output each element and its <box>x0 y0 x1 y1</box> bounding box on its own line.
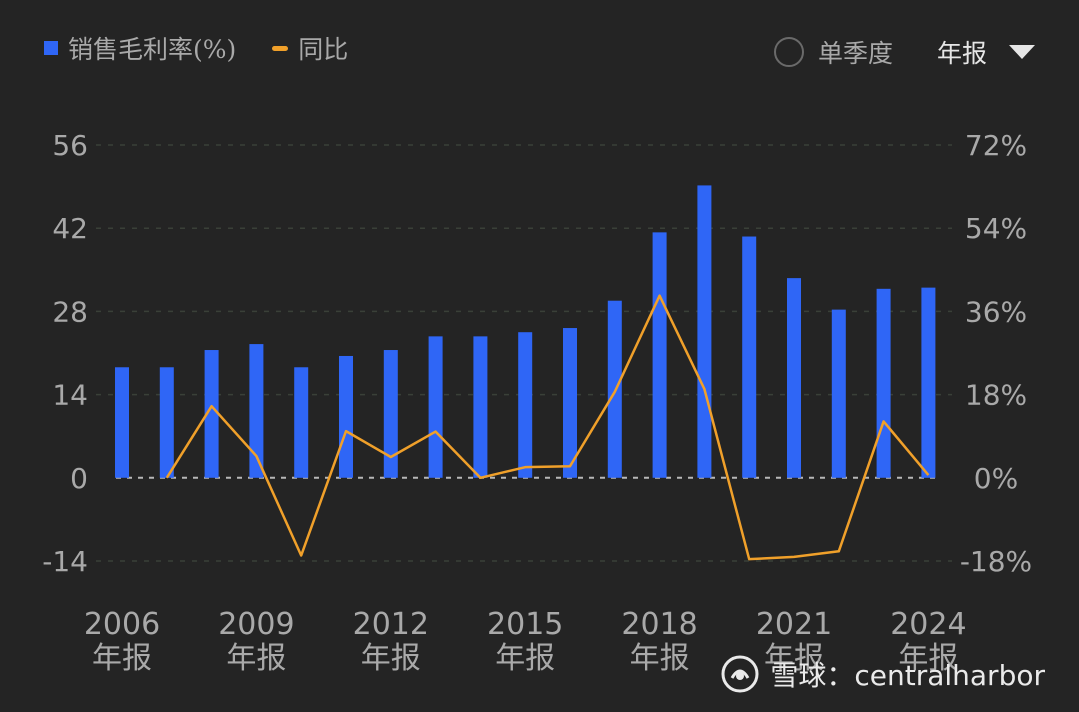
y-tick-label: 42 <box>52 212 88 245</box>
bar <box>473 336 488 478</box>
bar <box>921 287 936 478</box>
x-tick-period: 年报 <box>630 641 690 676</box>
bar <box>831 309 846 478</box>
y2-tick-label: -18% <box>960 545 1032 578</box>
bar <box>652 232 667 478</box>
bar-swatch-icon <box>44 41 58 55</box>
bar <box>383 350 398 478</box>
bar <box>115 367 129 478</box>
bar <box>563 328 577 478</box>
legend-label-yoy: 同比 <box>298 35 349 64</box>
x-tick-period: 年报 <box>92 641 152 676</box>
radio-circle-icon[interactable] <box>773 37 804 67</box>
watermark: 雪球：centralharbor <box>720 654 1045 694</box>
quarter-toggle-label[interactable]: 单季度 <box>817 39 893 68</box>
y-tick-label: -14 <box>42 545 88 578</box>
x-tick-year: 2018 <box>621 607 697 642</box>
chart-legend: 销售毛利率(%) 同比 <box>44 28 372 68</box>
x-tick-year: 2021 <box>756 607 832 642</box>
bar <box>249 344 264 478</box>
bar <box>697 185 712 478</box>
period-dropdown[interactable]: 年报 <box>937 34 1035 70</box>
x-tick-year: 2012 <box>353 607 429 642</box>
x-tick-period: 年报 <box>495 641 555 676</box>
y2-tick-label: 36% <box>965 295 1027 328</box>
bar <box>518 332 533 478</box>
x-tick-period: 年报 <box>764 641 824 676</box>
y-tick-label: 0 <box>70 462 88 495</box>
y-tick-label: 28 <box>52 295 88 328</box>
bar <box>204 350 219 478</box>
legend-item-yoy[interactable]: 同比 <box>272 30 348 66</box>
period-dropdown-label: 年报 <box>936 39 987 68</box>
y-tick-label: 56 <box>52 129 88 162</box>
y2-tick-label: 0% <box>974 462 1018 495</box>
bar <box>159 367 174 478</box>
bar <box>339 355 353 478</box>
bar <box>428 336 443 478</box>
snowball-logo-icon <box>721 655 759 693</box>
y-tick-label: 14 <box>52 379 88 412</box>
y2-tick-label: 72% <box>965 129 1027 162</box>
x-tick-year: 2024 <box>890 607 966 642</box>
caret-down-icon <box>1009 45 1035 59</box>
bar <box>787 278 801 478</box>
x-tick-period: 年报 <box>898 641 958 676</box>
watermark-text: 雪球：centralharbor <box>770 659 1045 692</box>
chart-controls: 单季度 年报 <box>773 28 1035 76</box>
x-tick-year: 2015 <box>487 607 563 642</box>
bar <box>876 288 891 478</box>
bar <box>742 236 757 478</box>
legend-label-gross-margin: 销售毛利率(%) <box>68 35 237 64</box>
y2-tick-label: 54% <box>965 212 1027 245</box>
bar <box>294 367 309 478</box>
y2-tick-label: 18% <box>965 379 1027 412</box>
yoy-line <box>165 294 930 561</box>
legend-item-gross-margin[interactable]: 销售毛利率(%) <box>44 30 236 66</box>
line-swatch-icon <box>272 45 289 51</box>
x-tick-year: 2009 <box>218 607 294 642</box>
x-tick-year: 2006 <box>84 607 160 642</box>
x-tick-period: 年报 <box>226 641 286 676</box>
x-tick-period: 年报 <box>361 641 421 676</box>
